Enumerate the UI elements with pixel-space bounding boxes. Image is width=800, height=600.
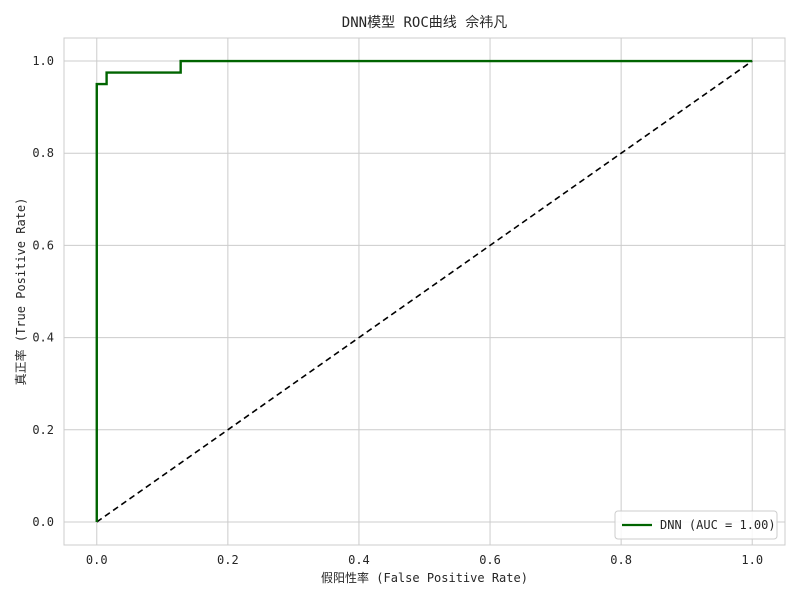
x-tick-label: 0.0 — [86, 553, 108, 567]
series-layer — [95, 59, 753, 523]
x-tick-label: 0.2 — [217, 553, 239, 567]
y-tick-label: 0.4 — [32, 331, 54, 345]
y-tick-label: 0.0 — [32, 515, 54, 529]
legend-label-dnn: DNN (AUC = 1.00) — [660, 518, 776, 532]
reference-diagonal-line — [96, 60, 753, 523]
legend-box — [614, 510, 778, 540]
y-tick-label: 1.0 — [32, 54, 54, 68]
x-tick-label: 0.4 — [348, 553, 370, 567]
y-axis-label: 真正率 (True Positive Rate) — [13, 198, 28, 386]
roc-curve-dnn — [95, 59, 753, 522]
x-tick-label: 1.0 — [741, 553, 763, 567]
x-tick-label: 0.8 — [610, 553, 632, 567]
x-tick-label: 0.6 — [479, 553, 501, 567]
chart-title: DNN模型 ROC曲线 佘祎凡 — [342, 14, 507, 31]
tick-labels: 0.0 0.2 0.4 0.6 0.8 1.0 0.0 0.2 0.4 0.6 0.8 1.0 — [32, 54, 763, 567]
y-tick-label: 0.8 — [32, 146, 54, 160]
legend: DNN (AUC = 1.00) — [614, 510, 778, 540]
x-axis-label: 假阳性率 (False Positive Rate) — [321, 570, 528, 585]
y-tick-label: 0.6 — [32, 238, 54, 252]
y-tick-label: 0.2 — [32, 423, 54, 437]
grid-lines — [64, 38, 785, 545]
plot-frame — [63, 37, 786, 546]
